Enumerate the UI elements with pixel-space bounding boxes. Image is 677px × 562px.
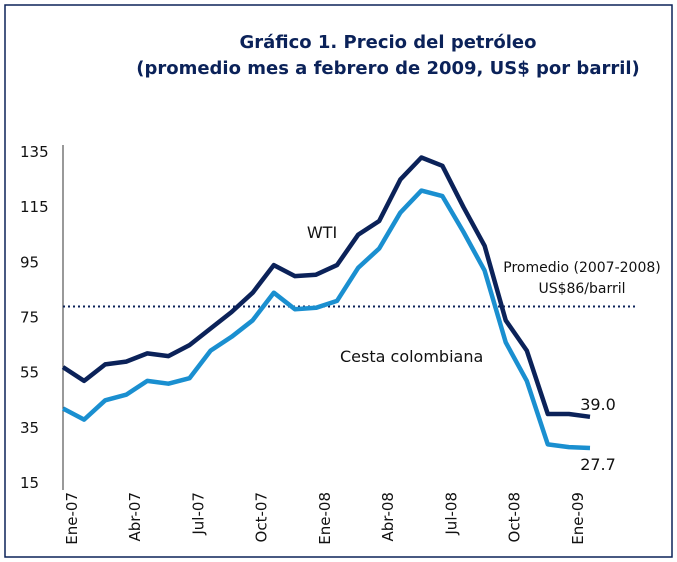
reference-label: Promedio (2007-2008) <box>503 260 661 276</box>
x-tick-label: Ene-09 <box>569 492 587 545</box>
x-tick-label: Ene-07 <box>63 492 81 545</box>
x-tick-label: Jul-08 <box>442 492 460 536</box>
chart-title: Gráfico 1. Precio del petróleo <box>239 32 536 53</box>
end-label: 39.0 <box>580 395 616 414</box>
frame <box>4 4 673 558</box>
x-tick-label: Oct-07 <box>253 492 271 542</box>
x-tick-label: Oct-08 <box>506 492 524 542</box>
x-tick-label: Ene-08 <box>316 492 334 545</box>
reference-label: US$86/barril <box>538 281 625 297</box>
x-tick-label: Abr-07 <box>126 492 144 542</box>
y-tick-label: 75 <box>20 309 39 327</box>
series-label: Cesta colombiana <box>340 347 483 366</box>
chart-subtitle: (promedio mes a febrero de 2009, US$ por… <box>136 58 640 79</box>
y-tick-label: 135 <box>20 143 49 161</box>
y-tick-label: 35 <box>20 419 39 437</box>
y-tick-label: 115 <box>20 198 49 216</box>
y-tick-label: 15 <box>20 474 39 492</box>
series-label: WTI <box>307 223 337 242</box>
x-tick-label: Jul-07 <box>189 492 207 536</box>
series-line <box>61 155 591 420</box>
y-tick-label: 55 <box>20 364 39 382</box>
series-line <box>61 188 591 451</box>
x-tick-label: Abr-08 <box>379 492 397 542</box>
y-tick-label: 95 <box>20 253 39 271</box>
end-label: 27.7 <box>580 455 616 474</box>
